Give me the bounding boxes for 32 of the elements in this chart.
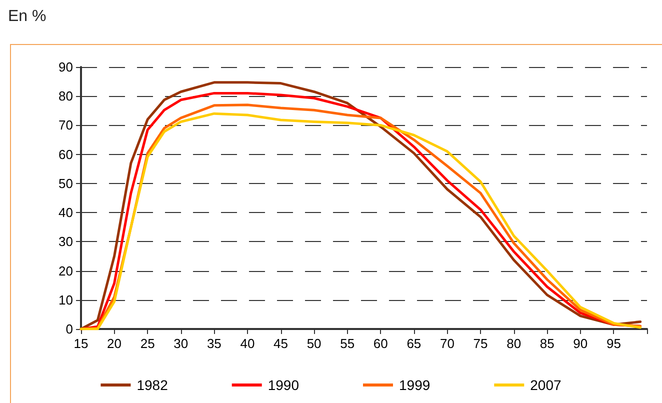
legend-label: 1999 [399, 377, 430, 393]
x-tick-label: 45 [274, 336, 288, 351]
y-tick-label: 50 [58, 176, 73, 191]
x-tick-label: 30 [174, 336, 188, 351]
x-tick-label: 65 [406, 336, 422, 351]
x-tick-label: 20 [107, 336, 122, 351]
x-tick-label: 60 [373, 336, 388, 351]
y-tick-label: 70 [58, 118, 73, 133]
y-tick-label: 20 [58, 263, 73, 278]
x-tick-label: 25 [140, 336, 155, 351]
x-tick-label: 75 [473, 336, 488, 351]
legend-label: 1990 [268, 377, 300, 393]
y-tick-label: 30 [58, 234, 73, 250]
legend-label: 2007 [530, 377, 562, 393]
x-tick-label: 70 [440, 336, 454, 351]
x-tick-label: 55 [340, 336, 355, 351]
x-tick-label: 80 [506, 336, 522, 351]
x-tick-label: 95 [606, 336, 621, 351]
y-tick-label: 80 [58, 88, 73, 104]
x-tick-label: 15 [74, 336, 88, 351]
legend-label: 1982 [136, 377, 168, 393]
y-tick-label: 60 [58, 146, 73, 162]
y-tick-label: 10 [58, 292, 73, 308]
y-tick-label: 40 [58, 205, 73, 220]
y-tick-label: 0 [66, 322, 73, 336]
x-tick-label: 35 [206, 336, 222, 351]
y-tick-label: 90 [58, 60, 73, 74]
x-tick-label: 50 [306, 336, 322, 351]
chart-title: En % [8, 8, 46, 26]
x-tick-label: 90 [573, 336, 588, 351]
x-tick-label: 85 [540, 336, 554, 351]
x-tick-label: 40 [240, 336, 255, 351]
